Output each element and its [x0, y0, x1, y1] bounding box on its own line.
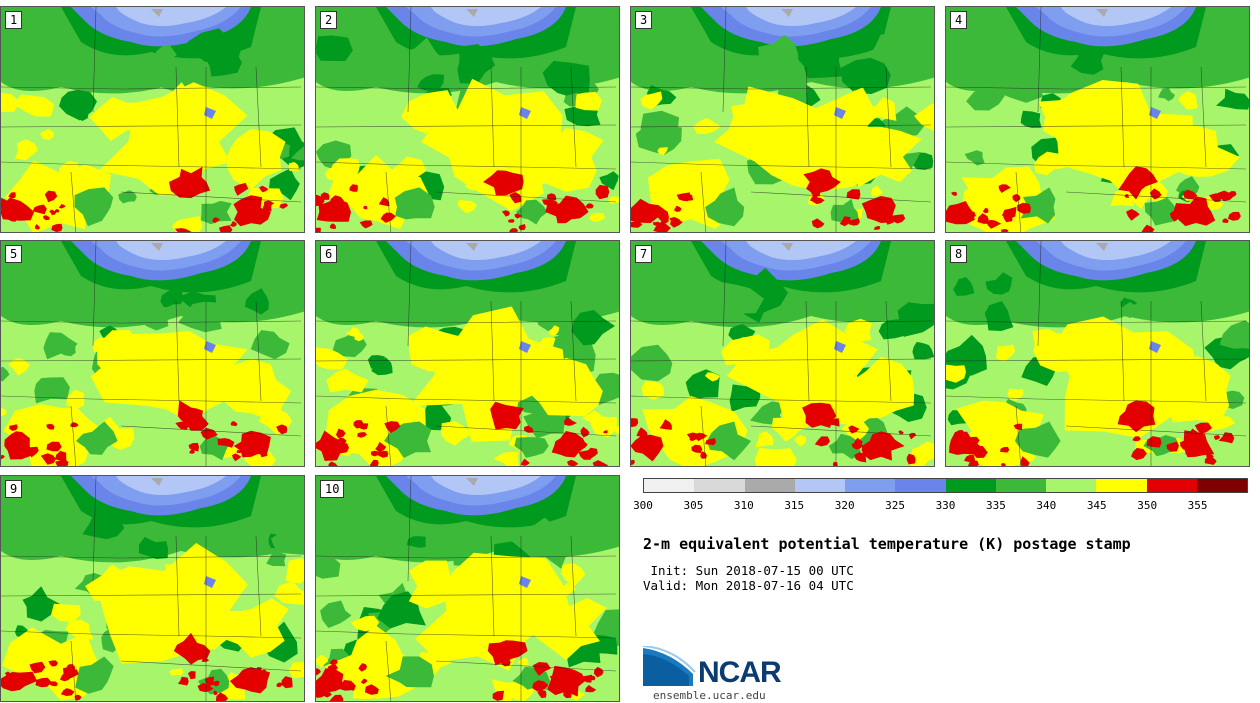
ensemble-member-map	[946, 7, 1249, 232]
colorbar-swatch	[1146, 479, 1197, 492]
colorbar-tick-label: 325	[885, 499, 906, 512]
ensemble-member-map	[1, 7, 304, 232]
colorbar-tick-label: 305	[683, 499, 704, 512]
member-number: 3	[635, 11, 653, 29]
colorbar-tick-label: 320	[834, 499, 855, 512]
colorbar-tick-label: 355	[1187, 499, 1208, 512]
colorbar-tick-label: 310	[733, 499, 754, 512]
figure-title: 2-m equivalent potential temperature (K)…	[643, 535, 1131, 553]
colorbar-swatch	[744, 479, 795, 492]
member-number: 7	[635, 245, 653, 263]
member-number: 1	[5, 11, 23, 29]
colorbar-swatch	[1096, 479, 1147, 492]
member-panel: 10	[315, 475, 620, 702]
colorbar-swatch	[995, 479, 1046, 492]
ncar-logo-text: NCAR	[698, 656, 782, 689]
ensemble-member-map	[946, 241, 1249, 466]
member-panel: 3	[630, 6, 935, 233]
colorbar-swatch	[895, 479, 946, 492]
member-panel: 5	[0, 240, 305, 467]
valid-time: Valid: Mon 2018-07-16 04 UTC	[643, 578, 854, 593]
init-time: Init: Sun 2018-07-15 00 UTC	[643, 563, 854, 578]
member-panel: 4	[945, 6, 1250, 233]
member-number: 2	[320, 11, 338, 29]
ensemble-member-map	[316, 241, 619, 466]
colorbar-swatch	[1196, 479, 1247, 492]
colorbar-swatch	[1046, 479, 1097, 492]
colorbar-tick-label: 315	[784, 499, 805, 512]
site-url: ensemble.ucar.edu	[653, 689, 766, 702]
ensemble-member-map	[1, 476, 304, 701]
colorbar-swatch	[694, 479, 745, 492]
member-number: 5	[5, 245, 23, 263]
colorbar-tick-label: 350	[1137, 499, 1158, 512]
colorbar-tick-label: 340	[1036, 499, 1057, 512]
colorbar-tick-label: 300	[633, 499, 653, 512]
colorbar-swatch	[644, 479, 695, 492]
member-panel: 9	[0, 475, 305, 702]
member-number: 4	[950, 11, 968, 29]
ensemble-member-map	[631, 7, 934, 232]
colorbar-tick-label: 330	[935, 499, 956, 512]
member-panel: 8	[945, 240, 1250, 467]
colorbar-swatch	[945, 479, 996, 492]
colorbar-tick-label: 345	[1086, 499, 1107, 512]
ensemble-member-map	[631, 241, 934, 466]
member-panel: 7	[630, 240, 935, 467]
member-panel: 6	[315, 240, 620, 467]
member-number: 8	[950, 245, 968, 263]
colorbar-tick-label: 335	[985, 499, 1006, 512]
member-number: 6	[320, 245, 338, 263]
ensemble-member-map	[316, 476, 619, 701]
member-number: 10	[320, 480, 345, 498]
ncar-logo-icon	[643, 646, 696, 686]
member-panel: 2	[315, 6, 620, 233]
ensemble-member-map	[316, 7, 619, 232]
ensemble-member-map	[1, 241, 304, 466]
member-panel: 1	[0, 6, 305, 233]
colorbar	[643, 478, 1248, 493]
colorbar-swatch	[794, 479, 845, 492]
colorbar-swatch	[845, 479, 896, 492]
member-number: 9	[5, 480, 23, 498]
